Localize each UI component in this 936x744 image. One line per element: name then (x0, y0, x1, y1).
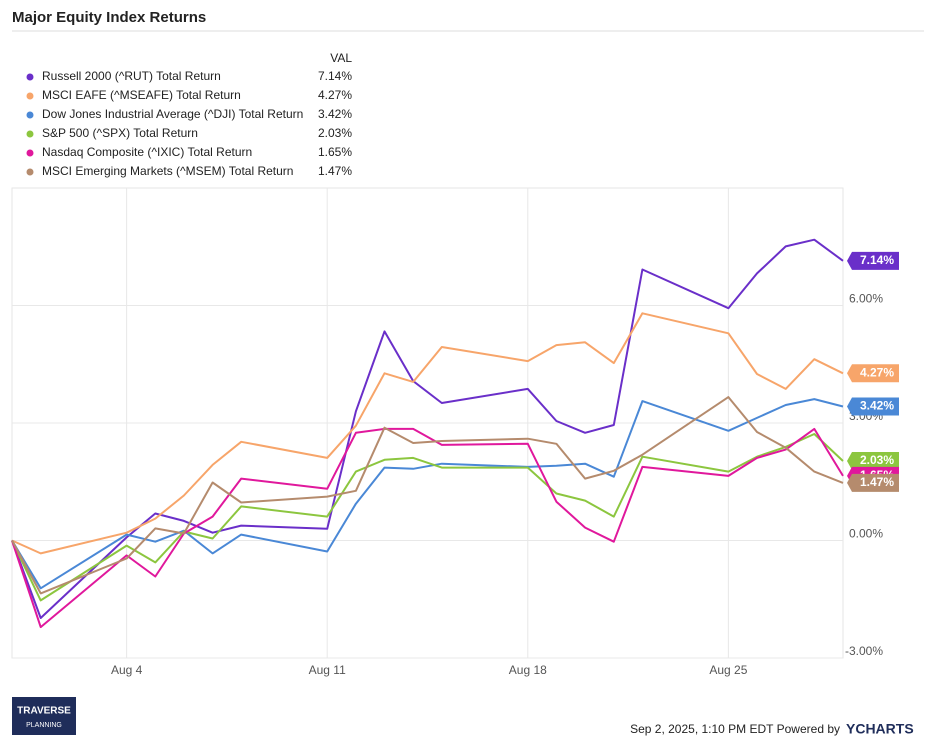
y-tick-label: 6.00% (849, 292, 883, 306)
legend-marker (26, 149, 34, 157)
end-label-box (847, 451, 899, 470)
end-label: 1.47% (860, 475, 894, 489)
logo-box (12, 697, 76, 735)
x-tick-label: Aug 4 (111, 663, 143, 677)
chart-title: Major Equity Index Returns (12, 9, 206, 26)
legend-label: MSCI EAFE (^MSEAFE) Total Return (42, 88, 241, 102)
end-label: 7.14% (860, 253, 894, 267)
legend-label: Nasdaq Composite (^IXIC) Total Return (42, 145, 252, 159)
y-tick-label: -3.00% (845, 644, 883, 658)
footer-brand: YCHARTS (846, 721, 914, 737)
end-label-box (847, 251, 899, 270)
series-line (11, 396, 844, 595)
series-line (11, 238, 844, 619)
legend-marker (26, 92, 34, 100)
series-line (11, 427, 844, 629)
series-line (11, 312, 844, 555)
end-label-box (847, 364, 899, 383)
legend-marker (26, 168, 34, 176)
end-label: 2.03% (860, 453, 894, 467)
legend-value: 1.65% (318, 145, 352, 159)
legend-value: 3.42% (318, 107, 352, 121)
series-line (11, 398, 844, 590)
legend-label: MSCI Emerging Markets (^MSEM) Total Retu… (42, 164, 293, 178)
end-label-box (847, 473, 899, 492)
legend-value: 4.27% (318, 88, 352, 102)
x-tick-label: Aug 11 (309, 663, 346, 677)
legend-value: 2.03% (318, 126, 352, 140)
legend-marker (26, 111, 34, 119)
legend-value: 1.47% (318, 164, 352, 178)
legend-label: S&P 500 (^SPX) Total Return (42, 126, 198, 140)
legend-label: Russell 2000 (^RUT) Total Return (42, 69, 221, 83)
footer-timestamp: Sep 2, 2025, 1:10 PM EDT Powered by (630, 722, 840, 736)
series-line (11, 433, 844, 602)
end-label-box (847, 397, 899, 416)
legend-value: 7.14% (318, 69, 352, 83)
x-tick-label: Aug 18 (509, 663, 547, 677)
logo-bottom: PLANNING (26, 722, 62, 729)
y-tick-label: 0.00% (849, 527, 883, 541)
legend-marker (26, 73, 34, 81)
legend-label: Dow Jones Industrial Average (^DJI) Tota… (42, 107, 303, 121)
x-tick-label: Aug 25 (709, 663, 747, 677)
logo-top: TRAVERSE (17, 706, 71, 717)
legend-title: VAL (330, 51, 352, 65)
end-label: 4.27% (860, 365, 894, 379)
end-label: 3.42% (860, 399, 894, 413)
legend-marker (26, 130, 34, 138)
